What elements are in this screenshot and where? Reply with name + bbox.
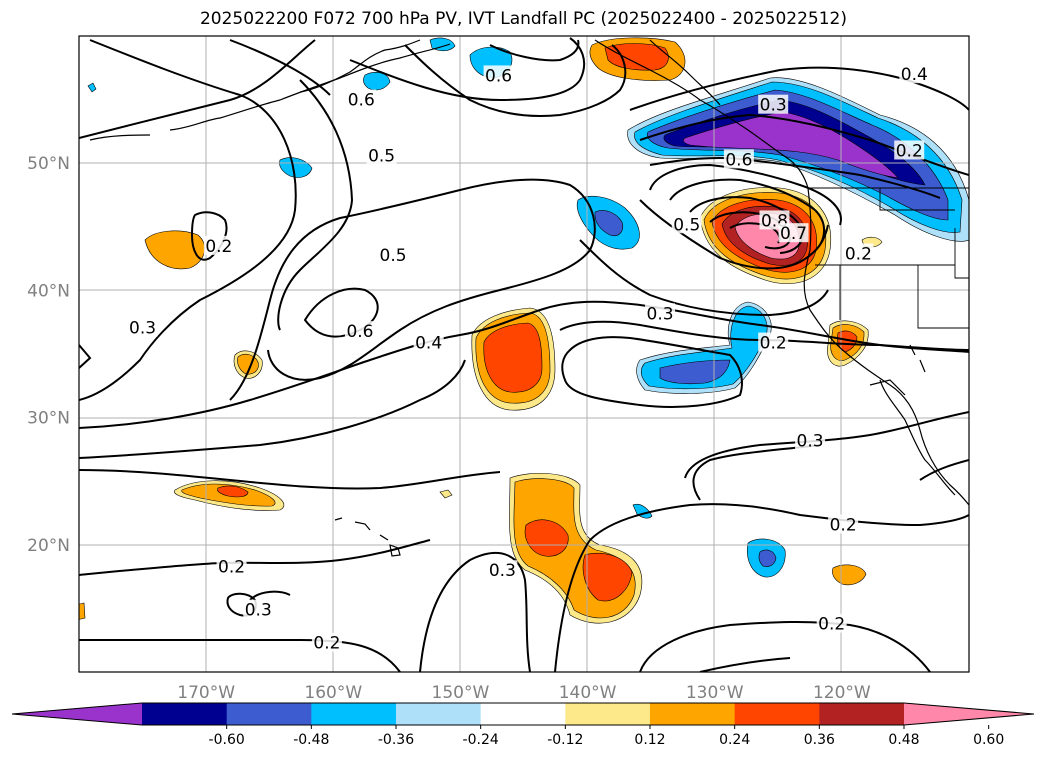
contour-label: 0.2 bbox=[205, 237, 232, 257]
colorbar-extend-low bbox=[12, 703, 142, 725]
contour-label: 0.4 bbox=[901, 65, 928, 85]
contour-label-halo bbox=[894, 140, 925, 160]
contour-label: 0.2 bbox=[845, 245, 872, 265]
contour-label-layer: 0.60.60.50.30.40.6 0.20.5 0.80.70.20.2 0.50… bbox=[127, 64, 930, 654]
contour-label-halo bbox=[487, 560, 518, 580]
lon-tick-label: 160°W bbox=[304, 683, 362, 703]
contour-label: 0.2 bbox=[218, 557, 245, 577]
contour-label-halo bbox=[671, 214, 702, 234]
graticule bbox=[79, 36, 969, 672]
contour-label-halo bbox=[483, 65, 514, 85]
contour-label: 0.5 bbox=[380, 246, 407, 266]
longitude-tick-labels: 170°W 160°W 150°W 140°W 130°W 120°W bbox=[177, 683, 871, 703]
contour-label-halo bbox=[378, 244, 409, 264]
political-borders bbox=[808, 187, 969, 329]
colorbar-tick-label: 0.12 bbox=[634, 732, 665, 748]
colorbar-tick-label: 0.36 bbox=[804, 732, 835, 748]
lat-tick-label: 30°N bbox=[27, 409, 70, 429]
colorbar-tick-label: -0.48 bbox=[293, 732, 329, 748]
contour-label: 0.2 bbox=[896, 141, 923, 161]
contour-label-halo bbox=[816, 613, 847, 633]
contour-label: 0.4 bbox=[415, 334, 442, 354]
lon-tick-label: 140°W bbox=[559, 683, 617, 703]
pv-contours bbox=[79, 37, 969, 672]
colorbar-tick-label: -0.36 bbox=[378, 732, 414, 748]
coastlines bbox=[89, 39, 969, 557]
contour-label: 0.2 bbox=[760, 334, 787, 354]
contour-label: 0.3 bbox=[760, 96, 787, 116]
contour-label-halo bbox=[366, 145, 397, 165]
contour-label: 0.5 bbox=[368, 147, 395, 167]
lon-tick-label: 130°W bbox=[686, 683, 744, 703]
colorbar-tick-label: 0.60 bbox=[973, 732, 1004, 748]
contour-label: 0.3 bbox=[245, 601, 272, 621]
contour-label: 0.3 bbox=[647, 304, 674, 324]
contour-label: 0.3 bbox=[129, 318, 156, 338]
latitude-tick-labels: 50°N 40°N 30°N 20°N bbox=[27, 154, 70, 556]
colorbar-tick-label: -0.12 bbox=[547, 732, 583, 748]
lon-tick-label: 120°W bbox=[813, 683, 871, 703]
lon-tick-label: 150°W bbox=[432, 683, 490, 703]
colorbar-bin bbox=[819, 703, 905, 725]
lat-tick-label: 40°N bbox=[27, 281, 70, 301]
colorbar-bin bbox=[565, 703, 651, 725]
colorbar-tick-label: 0.48 bbox=[888, 732, 919, 748]
contour-label-halo bbox=[795, 430, 826, 450]
contour-label-halo bbox=[344, 321, 375, 341]
colorbar-bin bbox=[480, 703, 566, 725]
colorbar-outline bbox=[11, 702, 1035, 726]
contour-label: 0.3 bbox=[489, 561, 516, 581]
colorbar-tick-label: -0.24 bbox=[463, 732, 499, 748]
lon-tick-label: 170°W bbox=[177, 683, 235, 703]
colorbar-bin bbox=[650, 703, 736, 725]
contour-label: 0.5 bbox=[673, 215, 700, 235]
contour-label: 0.6 bbox=[348, 91, 375, 111]
contour-label-halo bbox=[843, 243, 874, 263]
colorbar-bin bbox=[396, 703, 482, 725]
contour-label: 0.2 bbox=[313, 634, 340, 654]
contour-label: 0.6 bbox=[725, 150, 752, 170]
plot-frame bbox=[78, 35, 970, 673]
colorbar-bin bbox=[734, 703, 820, 725]
contour-label-halo bbox=[346, 89, 377, 109]
contour-label-halo bbox=[216, 556, 247, 576]
contour-label: 0.2 bbox=[818, 615, 845, 635]
contour-label: 0.3 bbox=[797, 431, 824, 451]
lat-tick-label: 20°N bbox=[27, 536, 70, 556]
colorbar-tick-label: 0.24 bbox=[719, 732, 750, 748]
contour-label: 0.6 bbox=[346, 322, 373, 342]
colorbar-bin bbox=[226, 703, 312, 725]
colorbar-tick-label: -0.60 bbox=[209, 732, 245, 748]
contour-label-halo bbox=[203, 235, 234, 255]
contour-label-halo bbox=[899, 64, 930, 84]
contour-label-halo bbox=[413, 332, 444, 352]
contour-label: 0.6 bbox=[485, 66, 512, 86]
colorbar-bin bbox=[311, 703, 397, 725]
contour-label-halo bbox=[645, 303, 676, 323]
contour-label-halo bbox=[243, 599, 274, 619]
contour-label-halo bbox=[311, 632, 342, 652]
colorbar: -0.60 -0.48 -0.36 -0.24 -0.12 0.12 0.24 0.36 0.4… bbox=[11, 702, 1035, 748]
colorbar-extend-high bbox=[904, 703, 1034, 725]
contour-label-halo bbox=[828, 514, 859, 534]
lat-tick-label: 50°N bbox=[27, 154, 70, 174]
contour-label-halo bbox=[778, 223, 809, 243]
contour-label-halo bbox=[758, 332, 789, 352]
contour-label: 0.2 bbox=[830, 515, 857, 535]
map-title: 2025022200 F072 700 hPa PV, IVT Landfall… bbox=[199, 9, 847, 29]
contour-label-halo bbox=[723, 149, 754, 169]
contour-label-halo bbox=[758, 94, 789, 114]
contour-label: 0.7 bbox=[780, 224, 807, 244]
colorbar-bin bbox=[142, 703, 228, 725]
contour-label-halo bbox=[127, 317, 158, 337]
